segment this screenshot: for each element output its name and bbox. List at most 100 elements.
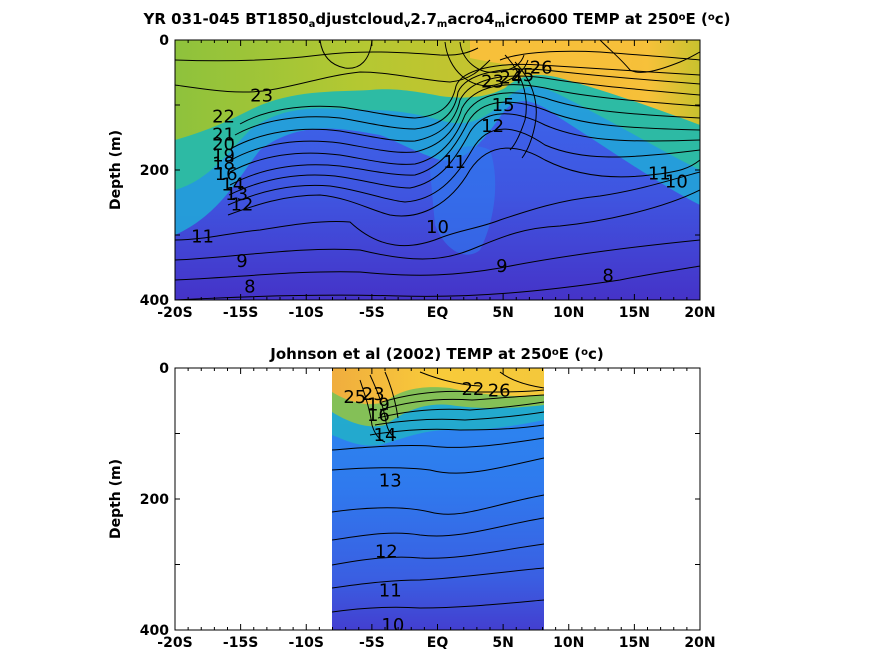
contour-line [332, 599, 544, 613]
contour-lines [332, 371, 544, 613]
contour-label: 24 [500, 68, 523, 89]
x-tick-label: -15S [223, 305, 258, 321]
contour-line [379, 394, 544, 411]
contour-label: 14 [221, 174, 244, 195]
x-tick-label: -5S [359, 305, 385, 321]
contour-label: 25 [343, 387, 366, 408]
contour-line [359, 379, 386, 443]
contour-label: 11 [379, 581, 402, 602]
contour-label: 22 [461, 379, 484, 400]
contour-label: 10 [665, 172, 688, 193]
contour-line [419, 371, 481, 387]
x-tick-label: -10S [289, 305, 324, 321]
contour-label: 19 [212, 146, 235, 167]
contour-label: 19 [367, 395, 390, 416]
contour-line [444, 41, 529, 87]
contour-line [227, 128, 700, 206]
contour-line [175, 59, 491, 93]
contour-line [229, 101, 700, 186]
contour-line [175, 171, 700, 247]
y-tick-label: 200 [140, 492, 169, 508]
contour-label: 26 [530, 57, 553, 78]
contour-label: 8 [602, 265, 613, 286]
x-tick-label: -10S [289, 635, 324, 651]
x-tick-label: 20N [684, 635, 715, 651]
y-tick-label: 200 [140, 163, 169, 179]
field-surface-layer [332, 368, 544, 405]
y-tick-label: 0 [159, 33, 169, 49]
x-tick-label: 20N [684, 305, 715, 321]
field-cold-tongue [430, 146, 496, 255]
x-tick-label: 5N [492, 305, 513, 321]
contour-line [230, 84, 700, 161]
x-tick-label: 10N [553, 635, 584, 651]
contour-lines [175, 40, 700, 300]
contour-label: 13 [225, 184, 248, 205]
contour-line [332, 437, 544, 451]
x-tick-label: EQ [427, 635, 449, 651]
contour-label: 8 [244, 276, 255, 297]
contour-line [332, 494, 544, 515]
panel-observed-ylabel: Depth (m) [108, 459, 124, 539]
y-tick-label: 400 [140, 623, 169, 639]
contour-label: 18 [212, 154, 235, 175]
contour-label: 12 [230, 194, 253, 215]
contour-line [332, 567, 544, 589]
contour-label: 12 [481, 116, 504, 137]
contour-label: 23 [481, 72, 504, 93]
contour-label: 9 [236, 251, 247, 272]
contour-line [384, 371, 399, 419]
contour-label: 12 [375, 541, 398, 562]
contour-line [369, 424, 544, 436]
contour-line [374, 411, 544, 426]
y-tick-label: 0 [159, 361, 169, 377]
contour-label: 25 [511, 65, 534, 86]
contour-label: 22 [212, 107, 235, 128]
contour-line [175, 47, 479, 62]
contour-line [227, 147, 700, 217]
x-tick-label: -15S [223, 635, 258, 651]
contour-line [239, 63, 700, 125]
x-tick-label: -5S [359, 635, 385, 651]
x-tick-label: EQ [427, 305, 449, 321]
contour-line [381, 389, 544, 403]
x-tick-label: 5N [492, 635, 513, 651]
contour-line [175, 189, 700, 261]
contour-line [459, 41, 525, 73]
contour-label: 14 [374, 425, 397, 446]
contour-line [231, 75, 700, 149]
contour-line [514, 61, 537, 159]
contour-label: 16 [367, 405, 390, 426]
contour-line [377, 401, 544, 419]
contour-line [499, 50, 700, 61]
contour-label: 11 [443, 152, 466, 173]
panel-model-plot-area: 2322212019181614131211981091112152324252… [175, 40, 700, 300]
contour-label: 9 [496, 256, 507, 277]
x-tick-label: -20S [157, 305, 192, 321]
y-tick-label: 400 [140, 293, 169, 309]
contour-line [369, 374, 397, 439]
panel-observed: Johnson et al (2002) TEMP at 250oE (oc) [108, 345, 716, 651]
contour-label: 23 [250, 85, 273, 106]
panel-model-ticks [174, 39, 701, 301]
contour-labels: 2322212019181614131211981091112152324252… [191, 57, 688, 297]
contour-line [319, 40, 373, 69]
panel-observed-xticklabels: -20S -15S -10S -5S EQ 5N 10N 15N 20N [157, 635, 715, 651]
contour-label: 15 [492, 95, 515, 116]
panel-model-yticklabels: 0 200 400 [140, 33, 169, 309]
panel-observed-yticklabels: 0 200 400 [140, 361, 169, 639]
x-tick-label: 15N [619, 635, 650, 651]
panel-model-xticklabels: -20S -15S -10S -5S EQ 5N 10N 15N 20N [157, 305, 715, 321]
contour-label: 10 [381, 615, 404, 636]
panel-model-ylabel: Depth (m) [108, 130, 124, 210]
contour-line [175, 265, 700, 300]
contour-label: 16 [215, 164, 238, 185]
contour-label: 11 [648, 163, 671, 184]
contour-line [504, 54, 527, 151]
contour-line [332, 543, 544, 566]
x-tick-label: -20S [157, 635, 192, 651]
contour-label: 10 [426, 217, 449, 238]
contour-label: 20 [212, 134, 235, 155]
